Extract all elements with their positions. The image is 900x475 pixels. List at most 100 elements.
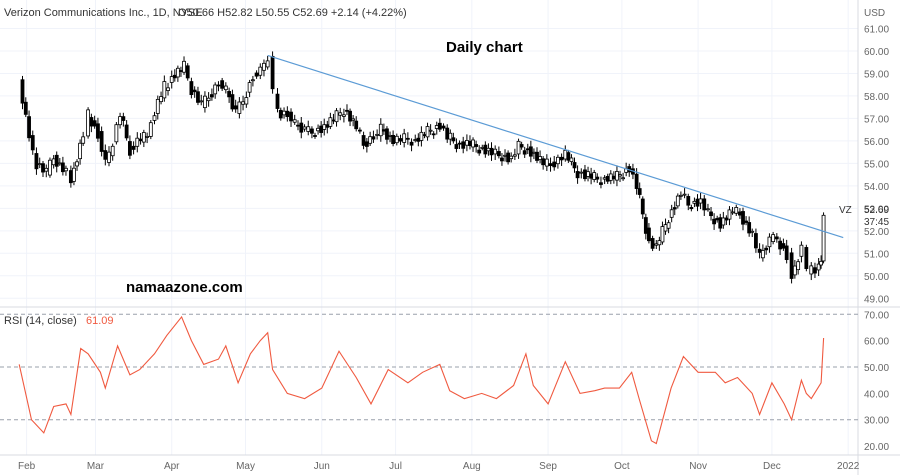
candle[interactable] xyxy=(124,120,129,141)
candle[interactable] xyxy=(60,156,65,176)
candle[interactable] xyxy=(185,63,190,81)
candle[interactable] xyxy=(34,147,39,175)
candle[interactable] xyxy=(334,108,339,127)
candle[interactable] xyxy=(250,75,255,87)
candle[interactable] xyxy=(461,136,466,154)
candle[interactable] xyxy=(754,228,758,253)
candle[interactable] xyxy=(155,95,160,120)
candle[interactable] xyxy=(528,140,533,163)
candle[interactable] xyxy=(244,91,249,108)
candle[interactable] xyxy=(451,132,456,144)
candle[interactable] xyxy=(210,88,214,101)
candle[interactable] xyxy=(196,86,200,106)
candle[interactable] xyxy=(816,258,821,277)
candle[interactable] xyxy=(313,132,317,139)
price-axis[interactable]: 49.00 50.00 51.00 52.00 53.00 54.00 55.00 56.00… xyxy=(864,24,889,305)
candle[interactable] xyxy=(569,154,574,166)
candle[interactable] xyxy=(354,116,359,132)
candle[interactable] xyxy=(712,213,717,230)
candle[interactable] xyxy=(270,51,275,94)
candle[interactable] xyxy=(114,122,119,145)
candle[interactable] xyxy=(302,124,307,132)
candle[interactable] xyxy=(650,235,655,252)
candle[interactable] xyxy=(121,112,126,127)
candle[interactable] xyxy=(747,216,752,237)
candle[interactable] xyxy=(706,203,710,212)
rsi-axis[interactable]: 20.00 30.00 40.00 50.00 60.00 70.00 xyxy=(864,310,889,453)
candle[interactable] xyxy=(441,123,446,131)
candle[interactable] xyxy=(431,131,436,139)
candle[interactable] xyxy=(351,115,356,127)
candle[interactable] xyxy=(306,120,311,136)
candle[interactable] xyxy=(48,157,52,178)
candle[interactable] xyxy=(821,212,826,264)
candle[interactable] xyxy=(213,82,218,99)
candle[interactable] xyxy=(405,132,410,145)
candle[interactable] xyxy=(135,132,140,153)
candle[interactable] xyxy=(599,176,603,189)
candle[interactable] xyxy=(792,259,797,279)
candle[interactable] xyxy=(64,165,68,176)
candle[interactable] xyxy=(199,94,204,106)
candle[interactable] xyxy=(477,145,482,156)
candle[interactable] xyxy=(92,115,97,129)
candle[interactable] xyxy=(640,196,645,219)
candle[interactable] xyxy=(437,118,442,132)
candle[interactable] xyxy=(493,145,498,161)
candle[interactable] xyxy=(175,65,180,82)
candle[interactable] xyxy=(86,107,90,139)
time-axis[interactable]: Feb Mar Apr May Jun Jul Aug Sep Oct Nov Dec 2022 xyxy=(18,461,860,472)
candle[interactable] xyxy=(23,97,28,118)
candle[interactable] xyxy=(538,150,542,164)
candle[interactable] xyxy=(189,77,194,99)
candle[interactable] xyxy=(813,262,817,279)
candle[interactable] xyxy=(258,63,263,80)
candle[interactable] xyxy=(342,108,346,123)
candle[interactable] xyxy=(166,82,170,96)
candle[interactable] xyxy=(81,131,86,146)
candle[interactable] xyxy=(145,132,150,144)
candle[interactable] xyxy=(99,126,104,157)
candle[interactable] xyxy=(27,110,31,142)
candle[interactable] xyxy=(618,170,622,183)
candle[interactable] xyxy=(285,106,290,122)
candle[interactable] xyxy=(128,135,132,160)
candle[interactable] xyxy=(774,233,779,243)
candle[interactable] xyxy=(682,188,687,199)
candle[interactable] xyxy=(744,216,748,226)
candle[interactable] xyxy=(237,97,242,119)
candle[interactable] xyxy=(474,140,479,153)
candle[interactable] xyxy=(660,221,665,245)
candle[interactable] xyxy=(678,191,683,200)
trendline-group[interactable] xyxy=(267,54,844,239)
candle[interactable] xyxy=(544,154,549,172)
candle[interactable] xyxy=(247,79,252,98)
candle[interactable] xyxy=(425,122,430,141)
candle[interactable] xyxy=(471,137,475,152)
candle[interactable] xyxy=(741,207,745,231)
candle[interactable] xyxy=(702,195,707,216)
candle[interactable] xyxy=(804,244,809,272)
candle[interactable] xyxy=(575,165,580,184)
candle[interactable] xyxy=(509,152,514,163)
candle[interactable] xyxy=(182,56,186,75)
candle[interactable] xyxy=(54,151,59,173)
rsi-line-group[interactable] xyxy=(18,315,825,445)
candle[interactable] xyxy=(216,81,221,92)
candle[interactable] xyxy=(107,146,111,167)
candle[interactable] xyxy=(289,108,293,127)
candle[interactable] xyxy=(675,193,680,209)
candle[interactable] xyxy=(110,143,115,161)
candle[interactable] xyxy=(230,89,235,112)
candle[interactable] xyxy=(328,112,333,130)
candle[interactable] xyxy=(799,241,804,263)
candle[interactable] xyxy=(409,138,414,152)
candle[interactable] xyxy=(41,160,45,178)
candle[interactable] xyxy=(734,204,739,216)
candle[interactable] xyxy=(796,258,801,275)
candle[interactable] xyxy=(647,223,651,244)
candle[interactable] xyxy=(522,146,527,158)
candle[interactable] xyxy=(265,55,270,70)
candle[interactable] xyxy=(566,149,571,163)
